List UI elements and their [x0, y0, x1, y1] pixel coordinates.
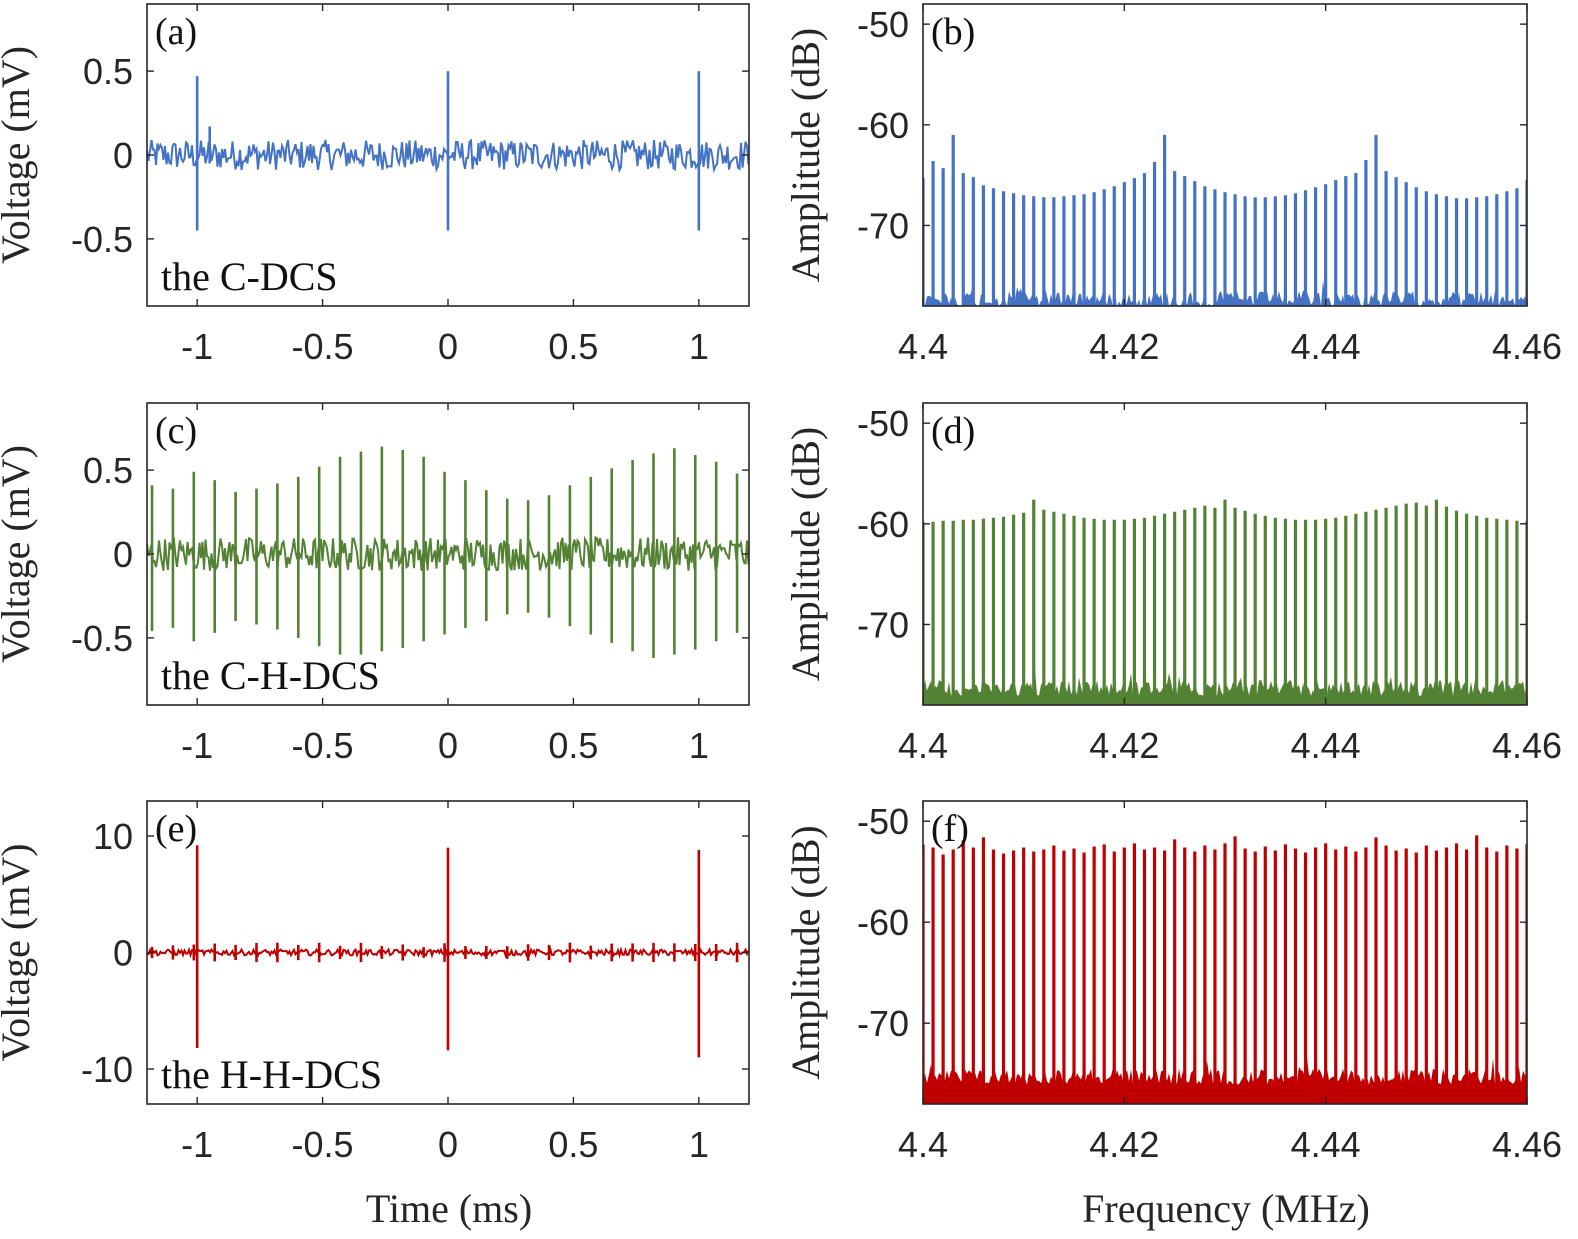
- y-tick-label: -0.5: [71, 219, 133, 260]
- y-tick-label: 0.5: [83, 51, 133, 92]
- x-tick-label: 4.46: [1492, 1124, 1562, 1165]
- panel-c: -1 -0.5 0 0.5 1 -0.5 0 0.5 Voltage (mV) (c) the C-…: [0, 402, 750, 766]
- baseline-noise-c: [147, 535, 749, 572]
- y-axis-label: Amplitude (dB): [783, 825, 828, 1079]
- plot-area-f: [923, 835, 1527, 1104]
- x-tick-label: 4.44: [1291, 326, 1361, 367]
- x-tick-label: -0.5: [292, 1124, 354, 1165]
- panel-a: -1 -0.5 0 0.5 1 -0.5 0 0.5 Voltage (mV) (a) the C-…: [0, 3, 750, 367]
- x-tick-label: 0: [438, 1124, 458, 1165]
- plot-area-a: [147, 71, 749, 231]
- x-tick-label: 0.5: [548, 326, 598, 367]
- y-tick-label: -50: [857, 801, 909, 842]
- plot-area-b: [923, 134, 1527, 306]
- x-tick-label: 1: [689, 326, 709, 367]
- x-tick-label: 4.4: [898, 725, 948, 766]
- y-tick-label: 10: [93, 816, 133, 857]
- x-tick-label: 1: [689, 725, 709, 766]
- x-tick-label: 4.44: [1291, 725, 1361, 766]
- x-tick-label: 1: [689, 1124, 709, 1165]
- axes-frame-b: [922, 3, 1528, 307]
- x-tick-label: 4.42: [1089, 725, 1159, 766]
- y-tick-label: -60: [857, 504, 909, 545]
- y-axis-label: Voltage (mV): [0, 445, 38, 663]
- inset-label: the H-H-DCS: [161, 1052, 382, 1097]
- panel-label: (a): [155, 11, 197, 53]
- panel-label: (c): [155, 410, 197, 452]
- x-tick-label: 0: [438, 725, 458, 766]
- x-tick-label: 0.5: [548, 725, 598, 766]
- y-tick-label: 0: [113, 135, 133, 176]
- y-tick-label: -70: [857, 205, 909, 246]
- panel-label: (b): [931, 11, 975, 53]
- y-axis-label: Amplitude (dB): [783, 28, 828, 282]
- y-tick-label: -70: [857, 1003, 909, 1044]
- x-tick-label: 4.44: [1291, 1124, 1361, 1165]
- x-tick-label: 4.42: [1089, 1124, 1159, 1165]
- x-tick-label: -0.5: [292, 326, 354, 367]
- panel-f: 4.4 4.42 4.44 4.46 -70 -60 -50 Amplitude (dB) (f…: [783, 800, 1562, 1165]
- plot-area-d: [923, 499, 1527, 705]
- inset-label: the C-DCS: [161, 254, 338, 299]
- x-tick-label: 4.4: [898, 1124, 948, 1165]
- y-tick-label: 0: [113, 933, 133, 974]
- x-tick-label: 4.42: [1089, 326, 1159, 367]
- y-tick-label: 0: [113, 534, 133, 575]
- y-tick-label: -10: [81, 1049, 133, 1090]
- panel-label: (f): [931, 808, 969, 850]
- x-tick-label: -1: [181, 1124, 213, 1165]
- y-tick-label: -60: [857, 902, 909, 943]
- panel-label: (d): [931, 410, 975, 452]
- y-tick-label: -70: [857, 604, 909, 645]
- x-tick-label: 4.4: [898, 326, 948, 367]
- y-axis-label: Amplitude (dB): [783, 427, 828, 681]
- time-axis-label: Time (ms): [366, 1186, 532, 1231]
- panel-label: (e): [155, 808, 197, 850]
- y-tick-label: -0.5: [71, 618, 133, 659]
- x-tick-label: 0: [438, 326, 458, 367]
- panel-e: -1 -0.5 0 0.5 1 -10 0 10 Voltage (mV) (e) the H-H-…: [0, 800, 750, 1165]
- inset-label: the C-H-DCS: [161, 653, 380, 698]
- y-axis-label: Voltage (mV): [0, 46, 38, 264]
- plot-area-e: [147, 845, 749, 1058]
- axes-frame-f: [922, 800, 1528, 1105]
- x-tick-label: 0.5: [548, 1124, 598, 1165]
- y-tick-label: 0.5: [83, 450, 133, 491]
- y-tick-label: -60: [857, 105, 909, 146]
- panel-b: 4.4 4.42 4.44 4.46 -70 -60 -50 Amplitude (dB) (b…: [783, 3, 1562, 367]
- x-tick-label: 4.46: [1492, 326, 1562, 367]
- axes-frame-d: [922, 402, 1528, 706]
- y-tick-label: -50: [857, 403, 909, 444]
- panel-d: 4.4 4.42 4.44 4.46 -70 -60 -50 Amplitude (dB) (d…: [783, 402, 1562, 766]
- y-tick-label: -50: [857, 4, 909, 45]
- x-tick-label: -1: [181, 326, 213, 367]
- y-axis-label: Voltage (mV): [0, 843, 38, 1061]
- x-tick-label: 4.46: [1492, 725, 1562, 766]
- x-tick-label: -1: [181, 725, 213, 766]
- plot-area-c: [147, 446, 749, 659]
- frequency-axis-label: Frequency (MHz): [1082, 1186, 1370, 1231]
- x-tick-label: -0.5: [292, 725, 354, 766]
